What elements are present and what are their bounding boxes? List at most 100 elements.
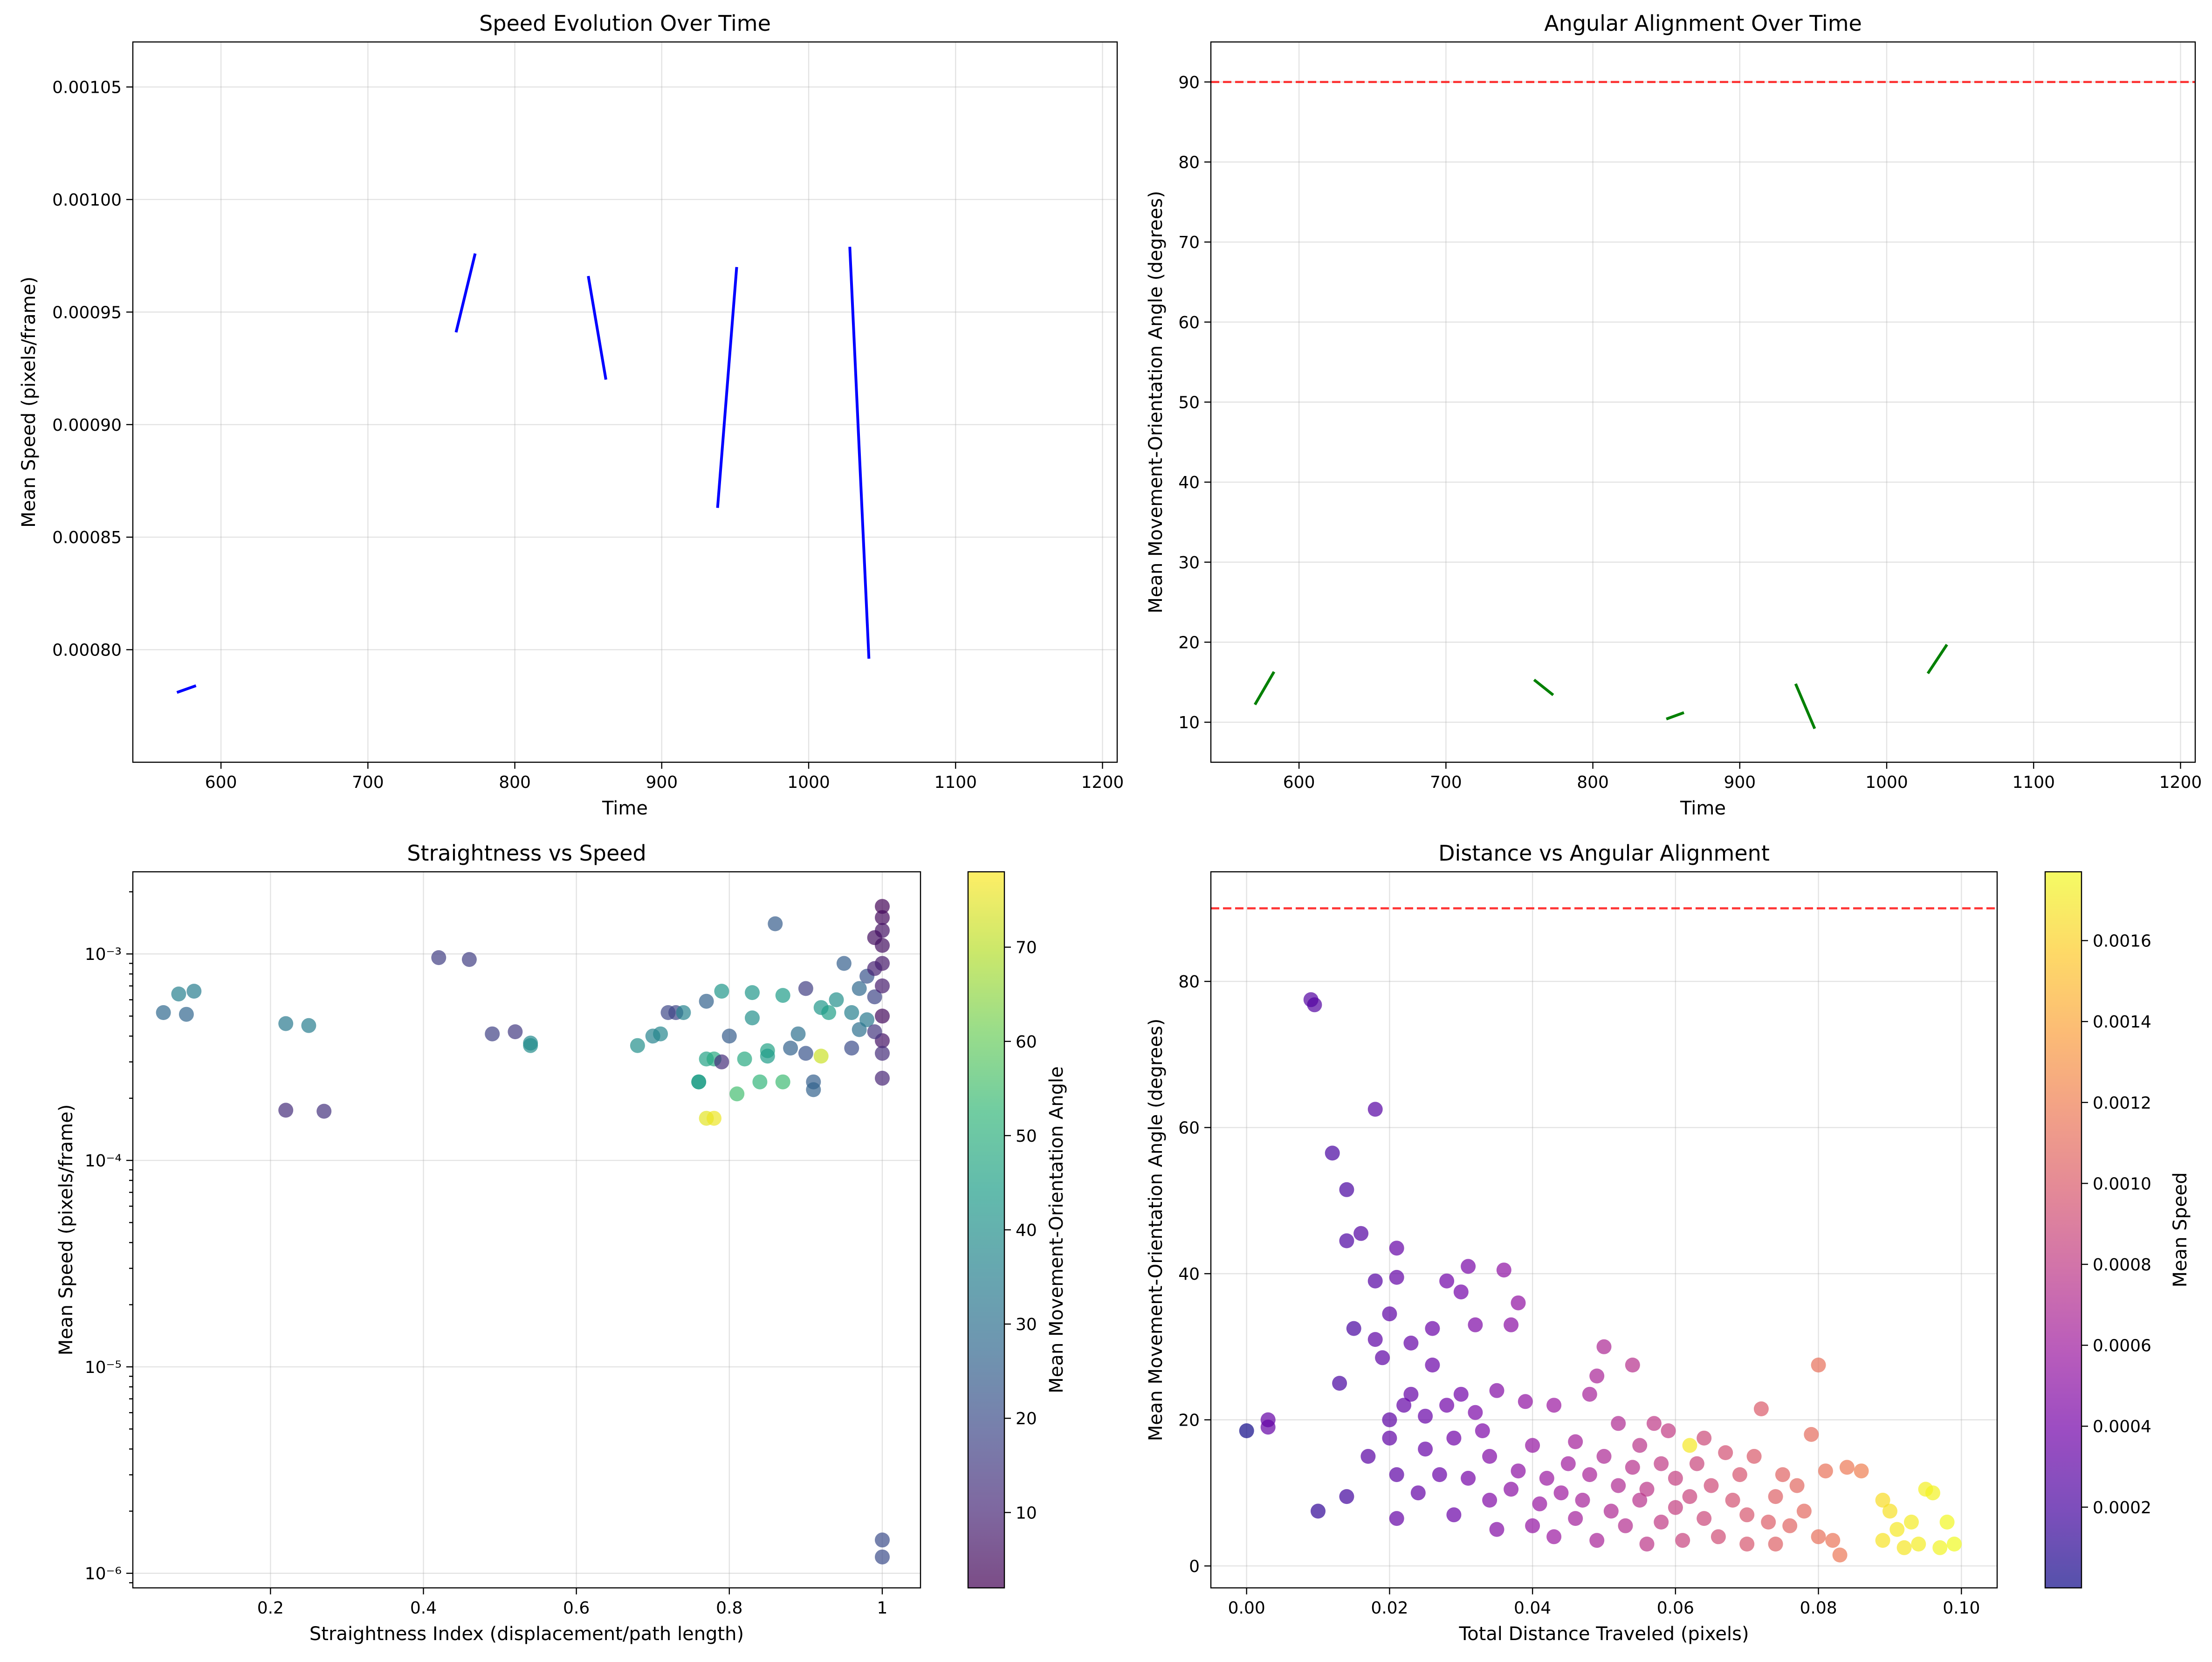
scatter-point [707,1110,721,1126]
chart-title: Angular Alignment Over Time [1544,11,1862,36]
scatter-point [630,1038,645,1053]
scatter-point [1725,1492,1740,1508]
x-tick-label: 0.08 [1800,1599,1837,1618]
panel-straightness-vs-speed: 0.2 0.4 0.6 0.8 1 10⁻⁶ 10⁻⁵ 10⁻⁴ 10⁻³ Straightne… [55,841,1067,1645]
colorbar: 0.0002 0.0004 0.0006 0.0008 0.0010 0.0012 0.00… [2044,871,2191,1589]
scatter-point [278,1103,294,1118]
series-segment [1533,678,1554,697]
scatter-point [1632,1438,1648,1453]
grid [133,42,1117,762]
axis-ticks: 600 700 800 900 1000 1100 1200 10 20 30 40 50 60 70 80… [1178,73,2202,792]
scatter-point [1496,1262,1511,1278]
scatter-point [1947,1537,1962,1552]
scatter-point [1682,1489,1697,1504]
scatter-point [1360,1448,1376,1464]
y-axis-label: Mean Speed (pixels/frame) [18,276,40,528]
scatter-point [1654,1456,1669,1471]
y-tick-label: 40 [1178,1265,1200,1284]
scatter-point [875,1532,890,1548]
y-tick-label: 90 [1178,73,1200,92]
axis-ticks: 0.00 0.02 0.04 0.06 0.08 0.10 0 20 40 60 80 [1178,972,1980,1618]
y-tick-label: 10 [1178,713,1200,732]
scatter-point [1682,1438,1697,1453]
y-tick-label: 0.00100 [52,191,122,210]
x-tick-label: 900 [1724,773,1756,792]
scatter-point [171,986,186,1002]
scatter-point [1468,1317,1483,1332]
scatter-point [1439,1398,1455,1413]
scatter-point [301,1018,316,1033]
scatter-point [1611,1416,1626,1431]
scatter-point [1389,1269,1404,1285]
scatter-point [1882,1503,1897,1519]
scatter-point [1367,1332,1383,1347]
scatter-point [156,1005,171,1020]
scatter-point [875,910,890,925]
y-tick-label: 50 [1178,393,1200,413]
series-segment [1666,711,1685,721]
scatter-point [1911,1537,1926,1552]
y-tick-label: 0.00085 [52,528,122,547]
axes-frame [132,871,921,1589]
x-tick-label: 1 [877,1599,888,1618]
panel-speed-evolution: 600 700 800 900 1000 1100 1200 0.00080 0.00085 0.… [18,11,1124,819]
x-tick-label: 0.04 [1514,1599,1551,1618]
scatter-point [1446,1507,1462,1523]
scatter-point [752,1074,768,1090]
scatter-point [875,1549,890,1565]
y-axis-label: Mean Speed (pixels/frame) [55,1104,77,1356]
scatter-point [1932,1540,1948,1555]
x-tick-label: 600 [205,773,237,792]
scatter-point [875,899,890,914]
scatter-point [1739,1537,1755,1552]
scatter-point [1367,1102,1383,1117]
scatter-point [1389,1511,1404,1526]
scatter-point [1689,1456,1704,1471]
colorbar-tick-label: 0.0010 [2093,1174,2151,1193]
scatter-point [1746,1448,1762,1464]
colorbar-tick-label: 50 [1016,1127,1037,1146]
colorbar-label: Mean Speed [2170,1172,2191,1287]
scatter-point [1475,1423,1490,1438]
scatter-point [1468,1405,1483,1420]
scatter-point [1418,1441,1433,1457]
colorbar-tick-label: 0.0012 [2093,1094,2151,1113]
x-tick-label: 0.2 [257,1599,284,1618]
scatter-point [1939,1514,1955,1530]
scatter-point [1596,1448,1612,1464]
scatter-point [1904,1514,1919,1530]
scatter-point [653,1026,668,1041]
y-tick-label: 80 [1178,972,1200,992]
scatter-point [1518,1394,1533,1409]
scatter-point [867,930,882,945]
colorbar-tick-label: 0.0008 [2093,1255,2151,1275]
scatter-point [775,1074,790,1090]
scatter-point [1675,1533,1690,1548]
y-tick-label: 60 [1178,1119,1200,1138]
scatter-point [1646,1416,1662,1431]
scatter-point [1661,1423,1676,1438]
scatter-point [1654,1514,1669,1530]
x-tick-label: 0.00 [1228,1599,1265,1618]
scatter-point [1618,1518,1633,1533]
grid [133,872,921,1588]
colorbar-tick-label: 0.0004 [2093,1417,2151,1436]
scatter-point [1832,1547,1848,1563]
scatter-point [1311,1503,1326,1519]
colorbar: 10 20 30 40 50 60 70 Mean Movement-Orientation… [967,871,1067,1589]
y-tick-label: 10⁻⁵ [85,1358,122,1377]
scatter-point [1839,1460,1855,1475]
colorbar-ticks: 0.0002 0.0004 0.0006 0.0008 0.0010 0.0012 0.00… [2081,932,2151,1517]
scatter-point [1382,1306,1397,1322]
scatter-point [691,1074,707,1090]
scatter-point [867,989,882,1005]
x-tick-label: 0.4 [410,1599,437,1618]
scatter-point [1389,1241,1404,1256]
scatter-point [1489,1383,1504,1398]
scatter-point [1339,1489,1354,1504]
y-tick-label: 80 [1178,153,1200,172]
colorbar-tick-label: 0.0006 [2093,1337,2151,1356]
y-tick-label: 10⁻⁴ [85,1152,122,1171]
x-tick-label: 900 [646,773,678,792]
chart-title: Distance vs Angular Alignment [1438,841,1770,866]
